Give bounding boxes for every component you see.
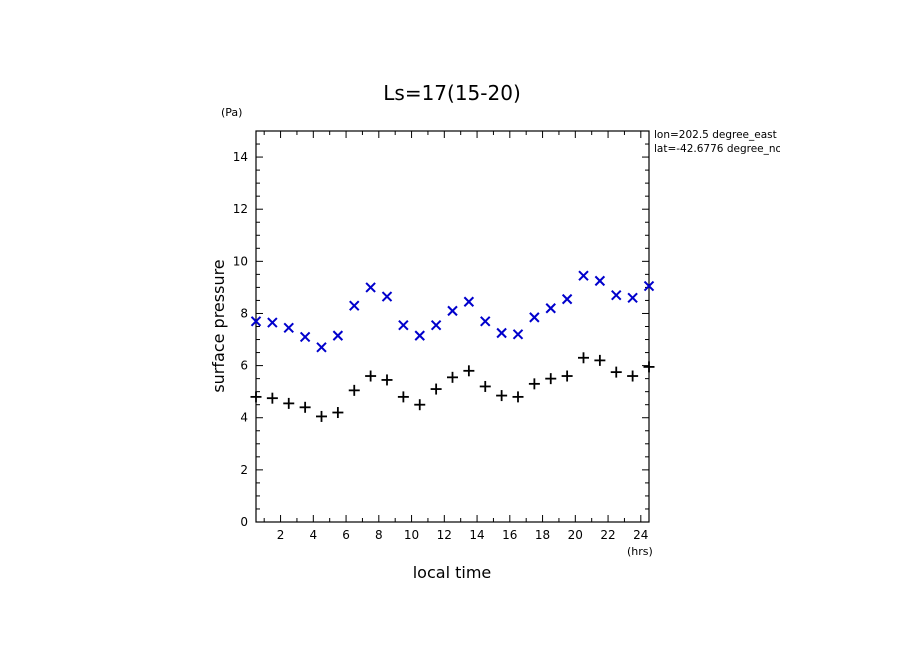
axis-ticks [256, 130, 649, 523]
y-tick-label: 6 [240, 359, 248, 373]
plus-marker-point [299, 401, 311, 413]
x-marker-point [496, 327, 507, 339]
plus-marker-point [479, 380, 491, 392]
plus-marker-point [397, 391, 409, 403]
x-marker-point [512, 329, 524, 340]
x-marker-point [463, 296, 475, 307]
plus-marker-point [528, 378, 540, 390]
x-tick-label: 12 [437, 528, 452, 542]
plus-marker-point [512, 391, 524, 403]
plot-frame [255, 130, 650, 523]
x-marker-point [643, 280, 655, 292]
x-marker-point [594, 275, 606, 287]
x-unit-label: (hrs) [627, 545, 653, 558]
x-tick-label: 16 [502, 528, 517, 542]
x-tick-label: 22 [600, 528, 615, 542]
plus-marker-point [430, 383, 442, 395]
y-tick-label: 12 [233, 202, 248, 216]
plus-marker-point [266, 392, 278, 404]
x-tick-label: 6 [342, 528, 350, 542]
plus-marker-point [594, 354, 606, 366]
plus-marker-point [463, 365, 475, 377]
x-marker-point [381, 291, 393, 302]
x-marker-point [430, 319, 442, 331]
x-marker-point [398, 319, 409, 331]
x-tick-label: 2 [277, 528, 285, 542]
x-tick-label: 20 [568, 528, 583, 542]
x-marker-point [578, 270, 589, 281]
x-tick-label: 4 [309, 528, 317, 542]
y-tick-label: 0 [240, 515, 248, 529]
plus-marker-point [414, 399, 426, 411]
x-marker-point [349, 300, 360, 311]
x-marker-point [611, 290, 622, 301]
annotation-lat: lat=-42.6776 degree_north [654, 143, 797, 155]
x-marker-point [332, 330, 344, 341]
x-tick-label: 8 [375, 528, 383, 542]
y-tick-label: 14 [233, 150, 248, 164]
plus-marker-point [381, 374, 393, 386]
plus-marker-point [316, 410, 327, 422]
plus-marker-point [610, 366, 622, 378]
x-marker-point [365, 282, 376, 293]
plus-marker-point [496, 390, 508, 402]
plus-marker-point [283, 397, 295, 409]
x-axis-label: local time [413, 563, 492, 582]
x-tick-label: 24 [633, 528, 648, 542]
y-tick-label: 8 [240, 306, 248, 320]
plus-marker-point [545, 373, 557, 385]
x-tick-label: 18 [535, 528, 550, 542]
x-marker-point [316, 342, 327, 353]
y-unit-label: (Pa) [221, 106, 242, 119]
x-marker-point [299, 331, 311, 343]
chart-title: Ls=17(15-20) [383, 81, 521, 105]
annotation-lon: lon=202.5 degree_east [654, 129, 777, 141]
x-marker-point [561, 293, 573, 305]
x-marker-point [447, 305, 458, 317]
y-tick-label: 2 [240, 463, 248, 477]
plus-marker-point [627, 370, 639, 382]
y-tick-label: 4 [240, 411, 248, 425]
x-tick-label: 14 [469, 528, 484, 542]
x-marker-point [545, 303, 556, 314]
plus-marker-point [447, 371, 458, 383]
plus-marker-point [348, 384, 360, 396]
plus-marker-point [250, 391, 262, 403]
plus-marker-point [643, 361, 655, 373]
plus-marker-point [332, 407, 344, 419]
x-tick-label: 10 [404, 528, 419, 542]
x-marker-point [480, 316, 491, 327]
plus-marker-point [365, 370, 377, 382]
x-marker-point [627, 292, 638, 304]
plus-marker-point [578, 352, 589, 364]
plus-marker-point [561, 370, 573, 382]
x-marker-point [529, 312, 540, 323]
x-marker-point [283, 322, 294, 334]
y-axis-label: surface pressure [209, 259, 228, 392]
data-markers [250, 270, 655, 422]
x-marker-point [267, 317, 278, 328]
y-tick-label: 10 [233, 254, 248, 268]
x-marker-point [250, 316, 262, 327]
x-marker-point [414, 330, 425, 341]
